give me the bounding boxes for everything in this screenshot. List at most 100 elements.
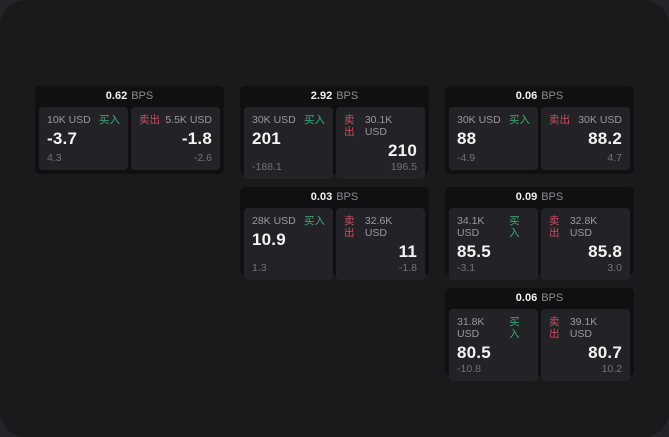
buy-sub-value: -10.8 — [457, 363, 481, 375]
quote-card: 2.92 BPS 30K USD 买入 201 -188.1 卖出 30.1K … — [240, 86, 429, 179]
quote-panels: 34.1K USD 买入 85.5 -3.1 卖出 32.8K USD 85.8… — [449, 208, 630, 280]
sell-amount: 39.1K USD — [569, 316, 598, 340]
bps-unit-label: BPS — [541, 90, 564, 102]
sell-amount: 30K USD — [578, 114, 622, 126]
buy-side-label: 买入 — [99, 114, 120, 126]
sell-side-label: 卖出 — [139, 114, 160, 126]
card-header: 0.62 BPS — [35, 86, 224, 107]
card-header: 0.09 BPS — [445, 187, 634, 208]
buy-panel[interactable]: 31.8K USD 买入 80.5 -10.8 — [449, 309, 538, 381]
quote-panels: 30K USD 买入 201 -188.1 卖出 30.1K USD 210 1… — [244, 107, 425, 179]
sell-panel[interactable]: 卖出 32.6K USD 11 -1.8 — [336, 208, 425, 280]
bps-value: 0.06 — [515, 90, 538, 102]
sell-sub-value: 4.7 — [607, 152, 622, 164]
buy-panel-top: 28K USD 买入 — [252, 215, 325, 227]
bps-unit-label: BPS — [541, 292, 564, 304]
buy-side-label: 买入 — [509, 114, 530, 126]
sell-price: -1.8 — [181, 129, 212, 148]
sell-price: 80.7 — [588, 343, 622, 362]
buy-price: 85.5 — [457, 242, 491, 261]
sell-amount: 32.8K USD — [569, 215, 598, 239]
buy-sub-value: -3.1 — [457, 262, 476, 274]
buy-side-label: 买入 — [509, 215, 520, 239]
buy-panel-top: 30K USD 买入 — [457, 114, 530, 126]
bps-value: 0.03 — [310, 191, 333, 203]
buy-price: 10.9 — [252, 230, 286, 249]
sell-amount: 5.5K USD — [165, 114, 212, 126]
buy-sub-value: -4.9 — [457, 152, 476, 164]
sell-panel[interactable]: 卖出 39.1K USD 80.7 10.2 — [541, 309, 630, 381]
card-header: 0.06 BPS — [445, 86, 634, 107]
buy-sub-value: 4.3 — [47, 152, 62, 164]
quote-card: 0.03 BPS 28K USD 买入 10.9 1.3 卖出 32.6K US… — [240, 187, 429, 280]
card-header: 0.06 BPS — [445, 288, 634, 309]
sell-sub-value: -1.8 — [398, 262, 417, 274]
sell-side-label: 卖出 — [549, 215, 560, 239]
buy-amount: 30K USD — [252, 114, 296, 126]
sell-panel-top: 卖出 30.1K USD — [344, 114, 417, 138]
buy-amount: 10K USD — [47, 114, 91, 126]
buy-panel-top: 10K USD 买入 — [47, 114, 120, 126]
buy-price: 80.5 — [457, 343, 491, 362]
quote-card: 0.09 BPS 34.1K USD 买入 85.5 -3.1 卖出 32.8K… — [445, 187, 634, 280]
buy-price: 88 — [457, 129, 477, 148]
buy-panel[interactable]: 28K USD 买入 10.9 1.3 — [244, 208, 333, 280]
quote-panels: 30K USD 买入 88 -4.9 卖出 30K USD 88.2 4.7 — [449, 107, 630, 170]
bps-value: 0.62 — [105, 90, 128, 102]
sell-price: 210 — [388, 141, 417, 160]
buy-panel[interactable]: 30K USD 买入 201 -188.1 — [244, 107, 333, 179]
quote-panels: 31.8K USD 买入 80.5 -10.8 卖出 39.1K USD 80.… — [449, 309, 630, 381]
quote-card: 0.06 BPS 30K USD 买入 88 -4.9 卖出 30K USD 8… — [445, 86, 634, 174]
sell-panel[interactable]: 卖出 5.5K USD -1.8 -2.6 — [131, 107, 220, 170]
sell-panel-top: 卖出 39.1K USD — [549, 316, 622, 340]
buy-side-label: 买入 — [304, 114, 325, 126]
sell-side-label: 卖出 — [344, 215, 355, 239]
bps-value: 2.92 — [310, 90, 333, 102]
bps-unit-label: BPS — [131, 90, 154, 102]
card-header: 0.03 BPS — [240, 187, 429, 208]
sell-panel[interactable]: 卖出 30K USD 88.2 4.7 — [541, 107, 630, 170]
sell-panel-top: 卖出 5.5K USD — [139, 114, 212, 126]
bps-value: 0.06 — [515, 292, 538, 304]
buy-panel[interactable]: 30K USD 买入 88 -4.9 — [449, 107, 538, 170]
sell-price: 11 — [398, 242, 417, 261]
sell-sub-value: 10.2 — [601, 363, 622, 375]
quote-card: 0.06 BPS 31.8K USD 买入 80.5 -10.8 卖出 39.1… — [445, 288, 634, 381]
bps-unit-label: BPS — [541, 191, 564, 203]
sell-panel-top: 卖出 32.6K USD — [344, 215, 417, 239]
sell-side-label: 卖出 — [549, 316, 560, 340]
sell-side-label: 卖出 — [344, 114, 355, 138]
buy-panel[interactable]: 34.1K USD 买入 85.5 -3.1 — [449, 208, 538, 280]
sell-sub-value: -2.6 — [193, 152, 212, 164]
sell-panel[interactable]: 卖出 32.8K USD 85.8 3.0 — [541, 208, 630, 280]
buy-sub-value: 1.3 — [252, 262, 267, 274]
quote-card: 0.62 BPS 10K USD 买入 -3.7 4.3 卖出 5.5K USD… — [35, 86, 224, 174]
quote-panels: 10K USD 买入 -3.7 4.3 卖出 5.5K USD -1.8 -2.… — [39, 107, 220, 170]
quote-panels: 28K USD 买入 10.9 1.3 卖出 32.6K USD 11 -1.8 — [244, 208, 425, 280]
sell-sub-value: 3.0 — [607, 262, 622, 274]
buy-amount: 30K USD — [457, 114, 501, 126]
buy-price: 201 — [252, 129, 281, 148]
buy-side-label: 买入 — [509, 316, 520, 340]
buy-panel-top: 31.8K USD 买入 — [457, 316, 530, 340]
card-header: 2.92 BPS — [240, 86, 429, 107]
bps-unit-label: BPS — [336, 191, 359, 203]
buy-panel-top: 34.1K USD 买入 — [457, 215, 530, 239]
sell-side-label: 卖出 — [549, 114, 570, 126]
bps-unit-label: BPS — [336, 90, 359, 102]
sell-panel-top: 卖出 32.8K USD — [549, 215, 622, 239]
sell-panel-top: 卖出 30K USD — [549, 114, 622, 126]
sell-sub-value: 196.5 — [390, 161, 417, 173]
bps-value: 0.09 — [515, 191, 538, 203]
buy-panel[interactable]: 10K USD 买入 -3.7 4.3 — [39, 107, 128, 170]
sell-price: 88.2 — [588, 129, 622, 148]
buy-amount: 31.8K USD — [457, 316, 485, 340]
sell-panel[interactable]: 卖出 30.1K USD 210 196.5 — [336, 107, 425, 179]
sell-amount: 32.6K USD — [364, 215, 393, 239]
buy-price: -3.7 — [47, 129, 78, 148]
sell-price: 85.8 — [588, 242, 622, 261]
buy-sub-value: -188.1 — [252, 161, 282, 173]
buy-amount: 28K USD — [252, 215, 296, 227]
sell-amount: 30.1K USD — [364, 114, 393, 138]
